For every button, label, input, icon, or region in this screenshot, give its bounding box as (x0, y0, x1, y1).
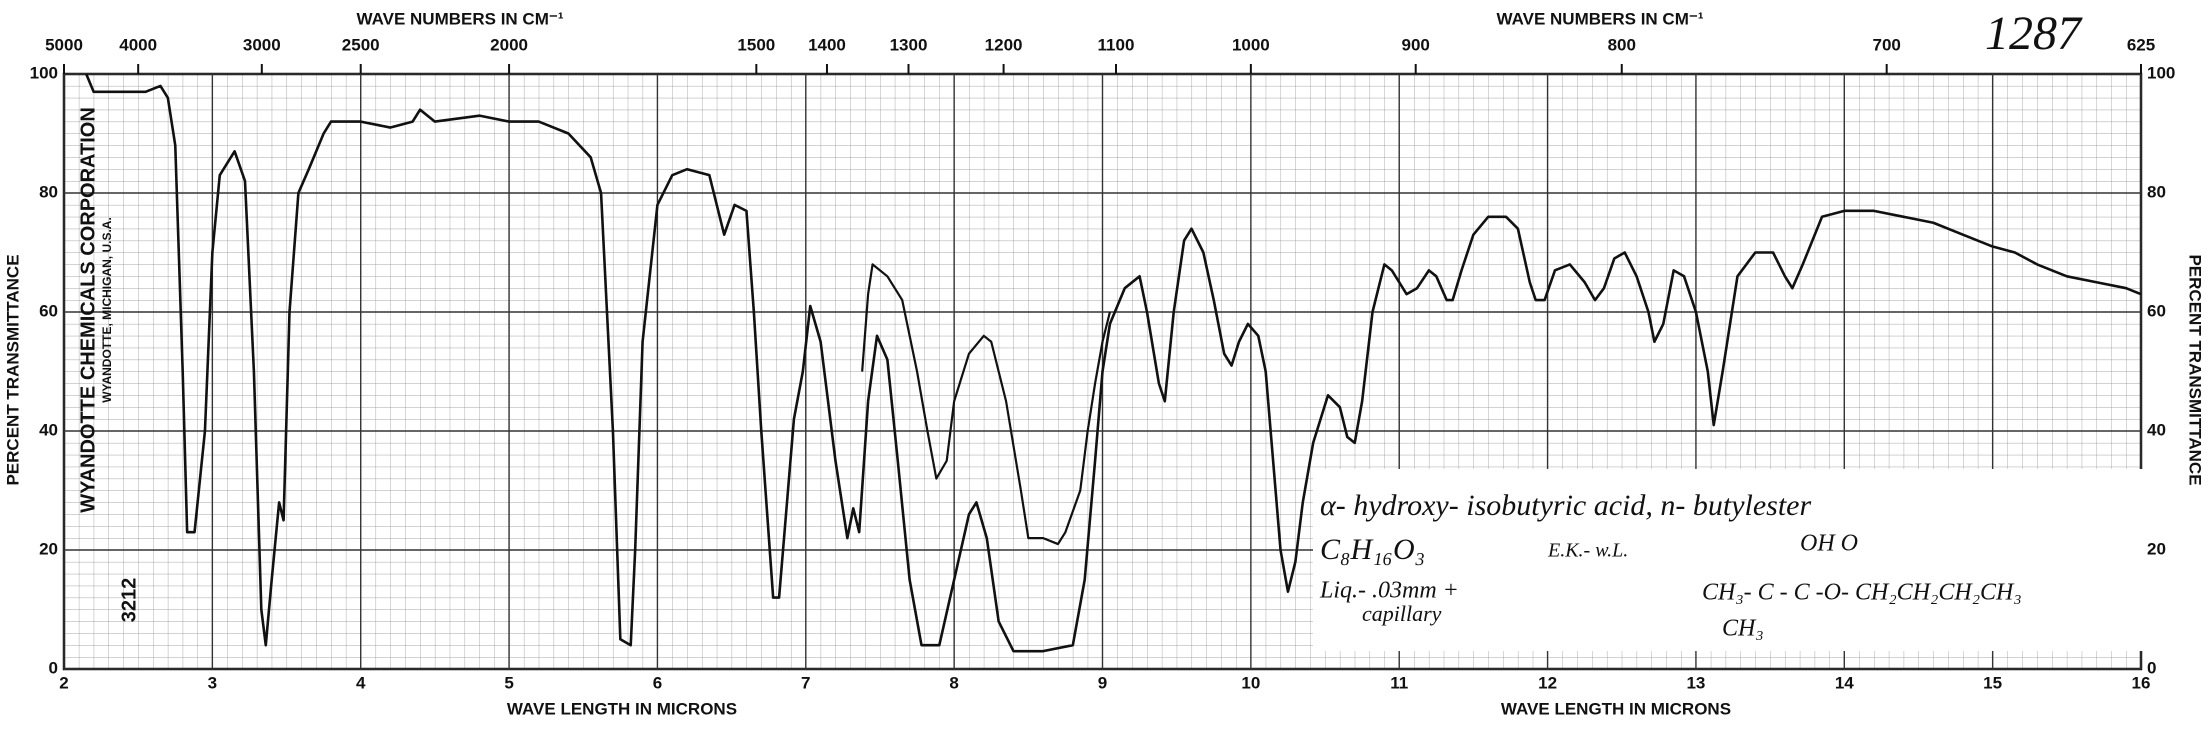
x2-tick-label: 5000 (45, 35, 83, 54)
x2-tick-label: 4000 (119, 35, 157, 54)
stamp: WYANDOTTE CHEMICALS CORPORATION (77, 107, 99, 513)
annotation-box (1313, 469, 2145, 651)
x-tick-label: 14 (1835, 673, 1854, 692)
y-tick-label: 100 (2147, 63, 2175, 82)
y-tick-label: 0 (2147, 658, 2156, 677)
x2-tick-label: 625 (2127, 35, 2155, 54)
x2-axis-title: WAVE NUMBERS IN CM⁻¹ (357, 9, 564, 28)
x2-tick-label: 1400 (808, 35, 846, 54)
y-tick-label: 0 (49, 658, 58, 677)
y-tick-label: 40 (39, 420, 58, 439)
x-tick-label: 6 (653, 673, 662, 692)
x-axis-title: WAVE LENGTH IN MICRONS (507, 699, 737, 718)
annotation: E.K.- w.L. (1547, 540, 1628, 562)
annotation: capillary (1362, 601, 1442, 626)
x2-tick-label: 800 (1608, 35, 1636, 54)
y-tick-label: 20 (2147, 539, 2166, 558)
y-axis-title: PERCENT TRANSMITTANCE (3, 254, 22, 485)
chart-number: 1287 (1985, 7, 2083, 60)
spectrum-line (85, 73, 2142, 653)
annotation: CH₃- C - C -O- CH₂CH₂CH₂CH₃ (1702, 580, 2022, 606)
x-tick-label: 13 (1686, 673, 1705, 692)
annotation: Liq.- .03mm + (1319, 578, 1459, 604)
x-tick-label: 12 (1538, 673, 1557, 692)
y-tick-label: 60 (39, 301, 58, 320)
x-tick-label: 16 (2132, 673, 2151, 692)
x2-tick-label: 1000 (1232, 35, 1270, 54)
x-tick-label: 15 (1983, 673, 2002, 692)
spectrum-line (861, 263, 1111, 546)
x-tick-label: 7 (801, 673, 810, 692)
x2-tick-label: 1200 (985, 35, 1023, 54)
stamp-number: 3212 (118, 578, 140, 623)
x2-tick-label: 2000 (490, 35, 528, 54)
x-tick-label: 5 (504, 673, 513, 692)
annotation: C₈H₁₆O₃ (1320, 533, 1425, 566)
x2-tick-label: 1100 (1098, 35, 1135, 54)
x-tick-label: 4 (356, 673, 366, 692)
x2-axis-title: WAVE NUMBERS IN CM⁻¹ (1497, 9, 1704, 28)
x-tick-label: 8 (949, 673, 958, 692)
x-tick-label: 2 (59, 673, 68, 692)
x2-tick-label: 1500 (737, 35, 775, 54)
y-axis-title: PERCENT TRANSMITTANCE (2186, 254, 2205, 485)
annotation: α- hydroxy- isobutyric acid, n- butylest… (1320, 489, 1811, 522)
x2-tick-label: 3000 (243, 35, 281, 54)
x-tick-label: 10 (1241, 673, 1260, 692)
x-tick-label: 9 (1098, 673, 1107, 692)
x2-tick-label: 1300 (890, 35, 928, 54)
x2-tick-label: 900 (1402, 35, 1430, 54)
x2-tick-label: 700 (1872, 35, 1900, 54)
y-tick-label: 20 (39, 539, 58, 558)
annotation: OH O (1800, 531, 1858, 557)
x-axis-title: WAVE LENGTH IN MICRONS (1501, 699, 1731, 718)
stamp: WYANDOTTE, MICHIGAN, U.S.A. (100, 217, 114, 403)
x2-tick-label: 2500 (342, 35, 380, 54)
y-tick-label: 80 (39, 182, 58, 201)
x-tick-label: 3 (208, 673, 217, 692)
x-tick-label: 11 (1390, 673, 1408, 692)
y-tick-label: 80 (2147, 182, 2166, 201)
y-tick-label: 100 (30, 63, 58, 82)
y-tick-label: 60 (2147, 301, 2166, 320)
y-tick-label: 40 (2147, 420, 2166, 439)
annotation: CH₃ (1722, 616, 1764, 642)
